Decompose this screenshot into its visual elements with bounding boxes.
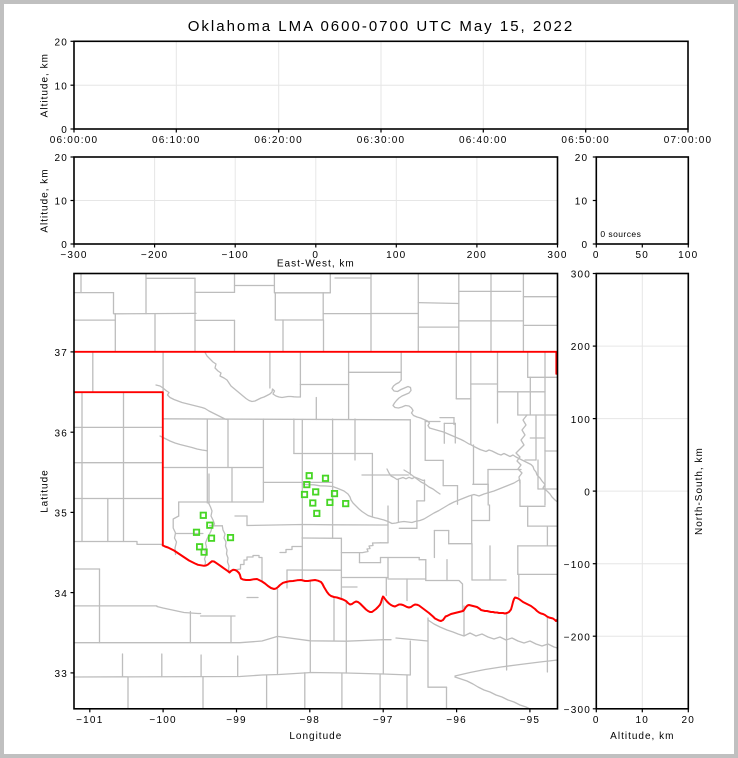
svg-text:−100: −100 [564,560,591,571]
svg-text:20: 20 [54,38,68,49]
svg-text:0: 0 [593,250,600,261]
svg-text:10: 10 [54,197,68,208]
svg-text:Altitude, km: Altitude, km [40,53,51,117]
svg-text:300: 300 [571,270,591,281]
svg-text:−100: −100 [149,715,176,726]
svg-text:300: 300 [547,250,567,261]
svg-text:−100: −100 [222,250,249,261]
svg-text:0: 0 [593,715,600,726]
svg-text:20: 20 [575,153,589,164]
svg-text:0: 0 [584,487,591,498]
svg-text:East-West, km: East-West, km [277,259,355,270]
svg-text:10: 10 [54,81,68,92]
svg-text:06:30:00: 06:30:00 [357,135,406,146]
svg-text:0: 0 [582,240,589,251]
svg-text:20: 20 [682,715,696,726]
svg-text:06:00:00: 06:00:00 [50,135,99,146]
svg-text:Oklahoma LMA 0600-0700 UTC May: Oklahoma LMA 0600-0700 UTC May 15, 2022 [188,18,575,35]
svg-text:200: 200 [571,342,591,353]
svg-text:−300: −300 [60,250,87,261]
svg-text:North-South, km: North-South, km [694,447,705,535]
svg-text:−96: −96 [446,715,467,726]
svg-text:50: 50 [636,250,650,261]
svg-text:−97: −97 [373,715,394,726]
svg-text:100: 100 [571,415,591,426]
svg-text:0: 0 [61,240,68,251]
svg-text:Longitude: Longitude [289,731,342,742]
svg-text:−300: −300 [564,705,591,716]
svg-text:100: 100 [678,250,698,261]
svg-text:−200: −200 [564,633,591,644]
svg-text:10: 10 [575,197,589,208]
svg-text:−101: −101 [76,715,103,726]
svg-text:0: 0 [312,250,319,261]
svg-text:10: 10 [636,715,650,726]
svg-text:200: 200 [467,250,487,261]
svg-text:−200: −200 [141,250,168,261]
svg-text:Altitude, km: Altitude, km [610,731,674,742]
svg-text:Altitude, km: Altitude, km [40,168,51,232]
svg-text:06:40:00: 06:40:00 [459,135,508,146]
svg-text:0 sources: 0 sources [600,229,641,239]
svg-text:20: 20 [54,153,68,164]
svg-text:06:50:00: 06:50:00 [561,135,610,146]
svg-text:−98: −98 [300,715,321,726]
svg-text:0: 0 [61,125,68,136]
svg-text:33: 33 [54,669,68,680]
svg-text:06:20:00: 06:20:00 [254,135,303,146]
svg-text:−95: −95 [520,715,541,726]
svg-text:−99: −99 [226,715,247,726]
svg-text:06:10:00: 06:10:00 [152,135,201,146]
svg-text:34: 34 [54,589,68,600]
svg-text:07:00:00: 07:00:00 [664,135,713,146]
svg-text:Latitude: Latitude [40,469,51,513]
svg-text:100: 100 [386,250,406,261]
svg-text:36: 36 [54,428,68,439]
svg-text:37: 37 [54,348,68,359]
svg-text:35: 35 [54,509,68,520]
